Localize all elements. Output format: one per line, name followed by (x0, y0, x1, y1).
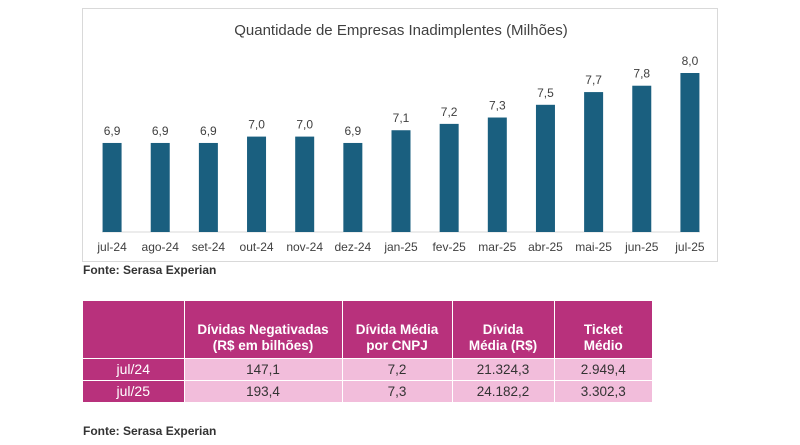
table-cell: 7,3 (342, 379, 453, 402)
data-label: 6,9 (104, 124, 121, 138)
x-tick-label: abr-25 (528, 240, 563, 254)
bar-jul-25 (680, 73, 700, 232)
table-source-note: Fonte: Serasa Experian (83, 424, 217, 438)
data-label: 7,1 (393, 111, 410, 125)
table-cell: 2.949,4 (554, 357, 652, 380)
x-tick-label: jul-24 (96, 240, 127, 254)
table-cell: 3.302,3 (554, 379, 652, 402)
data-label: 7,0 (296, 118, 313, 132)
x-tick-label: mar-25 (478, 240, 516, 254)
bar-chart: Quantidade de Empresas Inadimplentes (Mi… (82, 8, 718, 262)
table-header-divida-media-cnpj: Dívida Média por CNPJ (342, 301, 453, 358)
x-tick-label: set-24 (192, 240, 226, 254)
bar-jun-25 (632, 85, 652, 232)
table-header-dividas-negativadas: Dívidas Negativadas (R$ em bilhões) (184, 301, 343, 358)
bar-fev-25 (439, 123, 459, 232)
bar-nov-24 (295, 136, 315, 232)
table-header-row: Dívidas Negativadas (R$ em bilhões) Dívi… (83, 301, 652, 358)
x-tick-label: fev-25 (432, 240, 466, 254)
table-cell: 24.182,2 (452, 379, 555, 402)
bar-mar-25 (487, 117, 507, 232)
table-cell: 193,4 (184, 379, 343, 402)
x-tick-label: jan-25 (383, 240, 418, 254)
data-label: 7,3 (489, 99, 506, 113)
data-label: 7,7 (585, 73, 602, 87)
x-tick-label: jul-25 (674, 240, 705, 254)
bar-out-24 (247, 136, 267, 232)
data-label: 8,0 (682, 54, 699, 68)
bar-abr-25 (535, 104, 555, 232)
bar-set-24 (198, 142, 218, 232)
data-label: 7,0 (248, 118, 265, 132)
bar-ago-24 (150, 142, 170, 232)
table-row: jul/24 147,1 7,2 21.324,3 2.949,4 (83, 357, 652, 380)
data-label: 6,9 (345, 124, 362, 138)
table-cell: 21.324,3 (452, 357, 555, 380)
data-label: 7,5 (537, 86, 554, 100)
bar-dez-24 (343, 142, 363, 232)
chart-title: Quantidade de Empresas Inadimplentes (Mi… (234, 22, 568, 39)
data-label: 6,9 (200, 124, 217, 138)
row-label: jul/24 (83, 357, 185, 380)
row-label: jul/25 (83, 379, 185, 402)
x-tick-label: mai-25 (575, 240, 612, 254)
data-label: 7,2 (441, 105, 458, 119)
table-cell: 147,1 (184, 357, 343, 380)
x-tick-label: jun-25 (624, 240, 659, 254)
bar-chart-svg: Quantidade de Empresas Inadimplentes (Mi… (96, 22, 705, 254)
bar-jul-24 (102, 142, 122, 232)
table-cell: 7,2 (342, 357, 453, 380)
data-label: 6,9 (152, 124, 169, 138)
debt-table: Dívidas Negativadas (R$ em bilhões) Dívi… (83, 301, 652, 402)
table-header-empty (83, 301, 185, 358)
table-header-ticket-medio: Ticket Médio (554, 301, 652, 358)
bar-jan-25 (391, 130, 411, 232)
bar-mai-25 (584, 92, 604, 232)
x-tick-label: ago-24 (142, 240, 180, 254)
x-tick-label: dez-24 (334, 240, 371, 254)
x-tick-label: out-24 (240, 240, 274, 254)
chart-source-note: Fonte: Serasa Experian (83, 263, 217, 277)
x-tick-label: nov-24 (286, 240, 323, 254)
table-row: jul/25 193,4 7,3 24.182,2 3.302,3 (83, 379, 652, 402)
data-label: 7,8 (633, 67, 650, 81)
table-header-divida-media: Dívida Média (R$) (452, 301, 555, 358)
